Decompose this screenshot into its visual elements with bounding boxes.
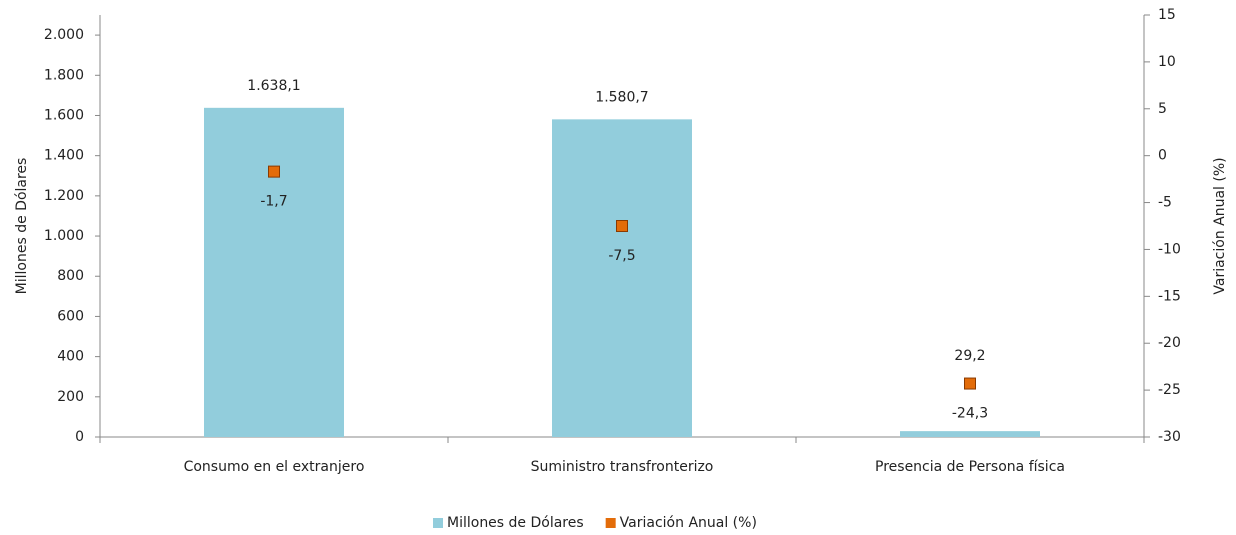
bar-value-label: 1.580,7: [595, 89, 648, 105]
y-tick-label: 1.200: [44, 188, 84, 204]
y-tick-label: 0: [75, 429, 84, 445]
y-tick-label: 1.800: [44, 67, 84, 83]
y2-tick-label: 0: [1158, 148, 1167, 164]
y2-tick-label: 15: [1158, 7, 1176, 23]
x-tick-label: Consumo en el extranjero: [184, 459, 365, 475]
y-tick-label: 1.600: [44, 107, 84, 123]
y-tick-label: 600: [57, 308, 84, 324]
marker: [964, 377, 976, 390]
y-axis-title: Millones de Dólares: [14, 158, 30, 295]
y-tick-label: 800: [57, 268, 84, 284]
y2-tick-label: -30: [1158, 429, 1181, 445]
y2-tick-label: -20: [1158, 335, 1181, 351]
y2-tick-label: 10: [1158, 54, 1176, 70]
y-tick-label: 2.000: [44, 27, 84, 43]
y-tick-label: 200: [57, 389, 84, 405]
y-tick-label: 400: [57, 349, 84, 365]
marker: [268, 165, 280, 178]
x-tick-label: Presencia de Persona física: [875, 459, 1065, 475]
y-tick-label: 1.400: [44, 148, 84, 164]
bar-value-label: 29,2: [954, 348, 985, 364]
bar: [204, 107, 344, 437]
marker-value-label: -7,5: [608, 248, 635, 264]
legend-label: Millones de Dólares: [447, 515, 584, 531]
marker-value-label: -24,3: [952, 406, 988, 422]
y2-tick-label: -15: [1158, 288, 1181, 304]
y2-tick-label: -5: [1158, 195, 1172, 211]
bar: [900, 431, 1040, 437]
legend-swatch: [433, 518, 443, 528]
marker: [616, 220, 628, 232]
y2-axis-title: Variación Anual (%): [1212, 157, 1228, 294]
legend-label: Variación Anual (%): [620, 515, 757, 531]
bar-value-label: 1.638,1: [247, 78, 300, 94]
marker-value-label: -1,7: [260, 194, 287, 210]
y-tick-label: 1.000: [44, 228, 84, 244]
y2-tick-label: -10: [1158, 241, 1181, 257]
y2-tick-label: -25: [1158, 382, 1181, 398]
bar: [552, 119, 692, 438]
x-tick-label: Suministro transfronterizo: [531, 459, 714, 475]
y2-tick-label: 5: [1158, 101, 1167, 117]
legend-swatch: [605, 518, 616, 528]
